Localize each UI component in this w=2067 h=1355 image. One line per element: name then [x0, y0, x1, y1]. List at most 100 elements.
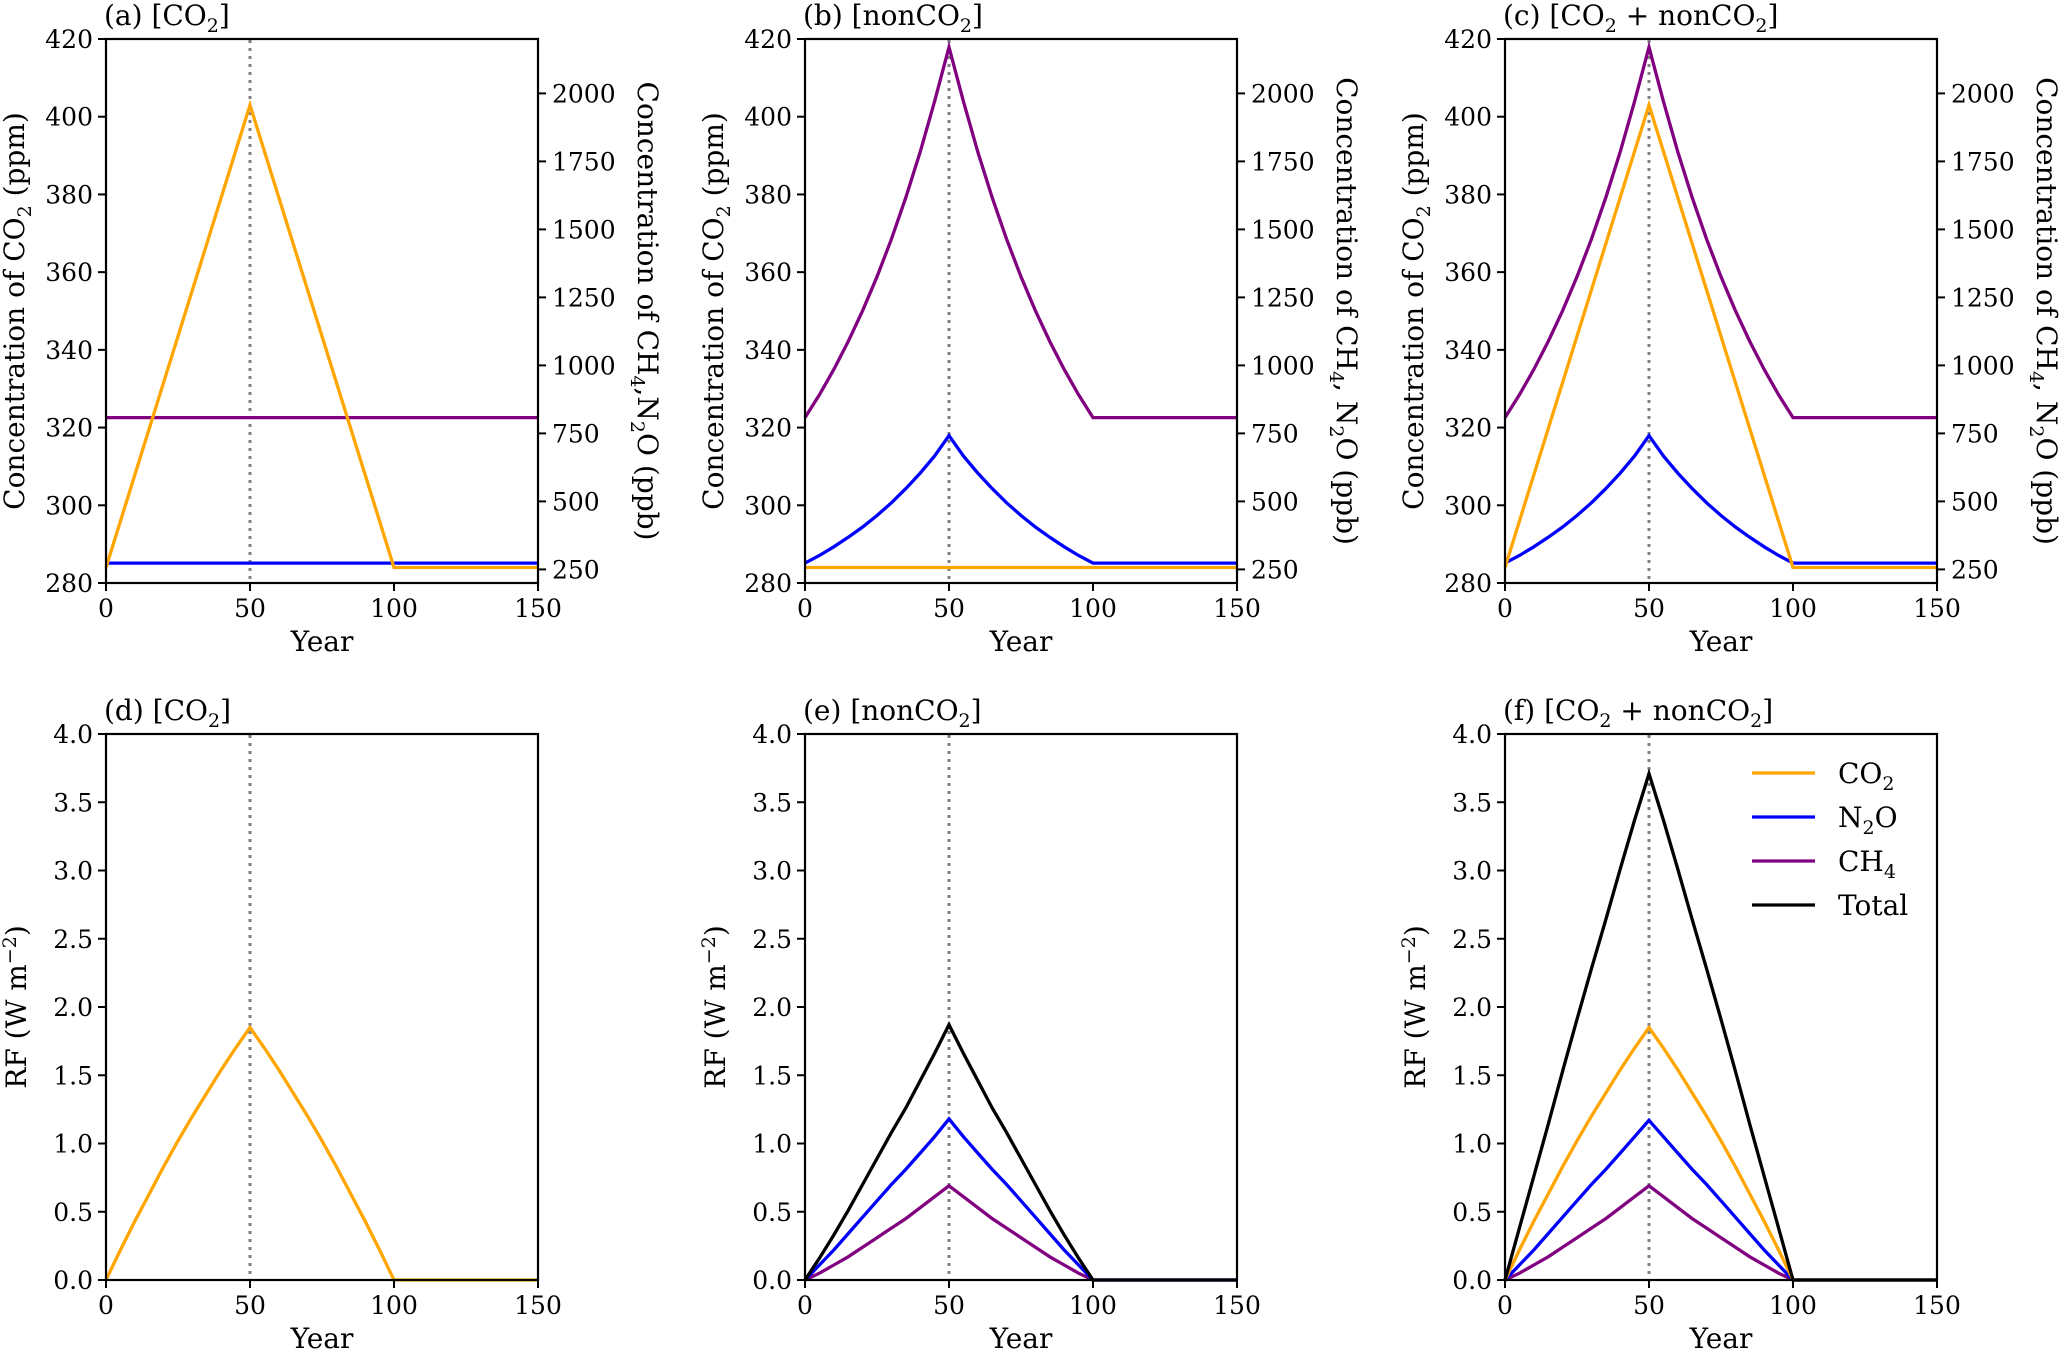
text-part: 2: [1882, 773, 1894, 795]
y-tick-label: 420: [1444, 25, 1492, 54]
x-tick-label: 150: [1913, 1291, 1961, 1320]
series-line-ch4: [803, 40, 1237, 420]
text-part: , N: [2030, 383, 2063, 425]
series-line-ch4: [1503, 40, 1937, 420]
y-tick-label: 360: [1444, 258, 1492, 287]
legend-label-n2o: N2O: [1838, 801, 1898, 839]
y2-tick-label: 1000: [552, 351, 616, 380]
legend-label-ch4: CH4: [1838, 845, 1896, 883]
plot-frame: [104, 732, 540, 1282]
y-tick-label: 1.5: [53, 1061, 93, 1090]
x-axis-label: Year: [290, 1322, 354, 1355]
text-part: 2: [14, 205, 36, 217]
text-part: O (ppb): [631, 433, 664, 540]
x-tick-label: 100: [1069, 594, 1117, 623]
legend: CO2 N2O CH4 Total: [1752, 757, 1908, 922]
y-tick-label: 0.0: [1452, 1266, 1492, 1295]
y2-tick-label: 250: [1251, 555, 1299, 584]
y2-tick-label: 500: [1951, 487, 1999, 516]
y-tick-label: 2.5: [53, 925, 93, 954]
y-axis-label: RF (W m−2): [0, 925, 33, 1089]
text-part: Concentration of CO: [0, 217, 31, 509]
text-part: (b) [nonCO: [803, 0, 960, 32]
y-tick-label: 0.0: [752, 1266, 792, 1295]
text-part: 4: [1325, 371, 1347, 383]
y-tick-label: 300: [1444, 491, 1492, 520]
y2-tick-label: 1750: [1951, 147, 2015, 176]
x-tick-label: 100: [1069, 1291, 1117, 1320]
x-tick-label: 100: [1769, 1291, 1817, 1320]
y-tick-label: 0.0: [53, 1266, 93, 1295]
y-tick-label: 3.5: [53, 788, 93, 817]
y-tick-label: 340: [45, 336, 93, 365]
text-part: 2: [713, 205, 735, 217]
panel-title: (f) [CO2 + nonCO2]: [1503, 694, 1773, 732]
y2-tick-label: 1500: [552, 215, 616, 244]
y-tick-label: 380: [45, 180, 93, 209]
y2-tick-label: 2000: [552, 79, 616, 108]
text-part: 4: [626, 375, 648, 387]
text-part: 2: [626, 421, 648, 433]
text-part: RF (W m: [699, 964, 732, 1089]
y-tick-label: 4.0: [752, 720, 792, 749]
y-tick-label: 380: [744, 180, 792, 209]
text-part: 2: [2025, 425, 2047, 437]
y-axis-label: Concentration of CO2 (ppm): [697, 112, 735, 510]
panel-title: (d) [CO2]: [104, 694, 231, 732]
y2-tick-label: 750: [552, 419, 600, 448]
text-part: (ppm): [697, 112, 730, 205]
text-part: (c) [CO: [1503, 0, 1605, 32]
text-part: ): [0, 925, 33, 936]
legend-label-co2: CO2: [1838, 757, 1894, 795]
text-part: Concentration of CH: [1330, 77, 1363, 371]
text-part: Total: [1838, 889, 1908, 922]
x-tick-label: 50: [234, 594, 266, 623]
text-part: ]: [1768, 0, 1779, 32]
x-tick-label: 150: [1213, 1291, 1261, 1320]
text-part: 2: [1325, 425, 1347, 437]
x-tick-label: 0: [1497, 1291, 1513, 1320]
text-part: 4: [2025, 371, 2047, 383]
text-part: RF (W m: [0, 964, 33, 1089]
text-part: (ppm): [0, 112, 31, 205]
y-tick-label: 340: [1444, 336, 1492, 365]
text-part: −2: [698, 936, 720, 964]
text-part: + nonCO: [1612, 694, 1751, 727]
y-tick-label: 320: [1444, 414, 1492, 443]
text-part: ): [699, 925, 732, 936]
panel-a: (a) [CO2]0 50 100 150Year280300320340360380…: [0, 0, 664, 658]
panel-c: (c) [CO2 + nonCO2]0 50 100 150Year280300320…: [1397, 0, 2063, 658]
text-part: O: [1875, 801, 1898, 834]
text-part: ]: [1762, 694, 1773, 727]
text-part: (d) [CO: [104, 694, 208, 727]
y2-tick-label: 250: [552, 555, 600, 584]
y-tick-label: 3.0: [752, 857, 792, 886]
y-tick-label: 1.5: [1452, 1061, 1492, 1090]
x-axis-label: Year: [989, 1322, 1053, 1355]
y-tick-label: 4.0: [1452, 720, 1492, 749]
series-line-n2o: [1504, 432, 1937, 565]
y-tick-label: 2.5: [752, 925, 792, 954]
x-tick-label: 0: [797, 594, 813, 623]
y-tick-label: 400: [744, 103, 792, 132]
panel-d: (d) [CO2] 0 50 100 150 Year 0.0 0.5 1.0 1.5 2.0 2.5…: [0, 694, 562, 1355]
y-tick-label: 400: [45, 103, 93, 132]
x-tick-label: 150: [1213, 594, 1261, 623]
y-tick-label: 1.0: [752, 1130, 792, 1159]
y-tick-label: 0.5: [752, 1198, 792, 1227]
x-axis-label: Year: [1689, 625, 1753, 658]
y-tick-label: 2.0: [53, 993, 93, 1022]
x-axis-label: Year: [989, 625, 1053, 658]
y-tick-label: 320: [45, 414, 93, 443]
text-part: 2: [1605, 15, 1617, 37]
series-line-n2o: [1503, 1117, 1937, 1282]
series-line-n2o: [804, 432, 1237, 565]
y-tick-label: 360: [744, 258, 792, 287]
x-tick-label: 100: [1769, 594, 1817, 623]
text-part: (f) [CO: [1503, 694, 1599, 727]
panel-title: (b) [nonCO2]: [803, 0, 983, 37]
text-part: −2: [1398, 936, 1420, 964]
y-tick-label: 3.0: [1452, 857, 1492, 886]
y-axis-label: RF (W m−2): [698, 925, 732, 1089]
text-part: 2: [1755, 15, 1767, 37]
